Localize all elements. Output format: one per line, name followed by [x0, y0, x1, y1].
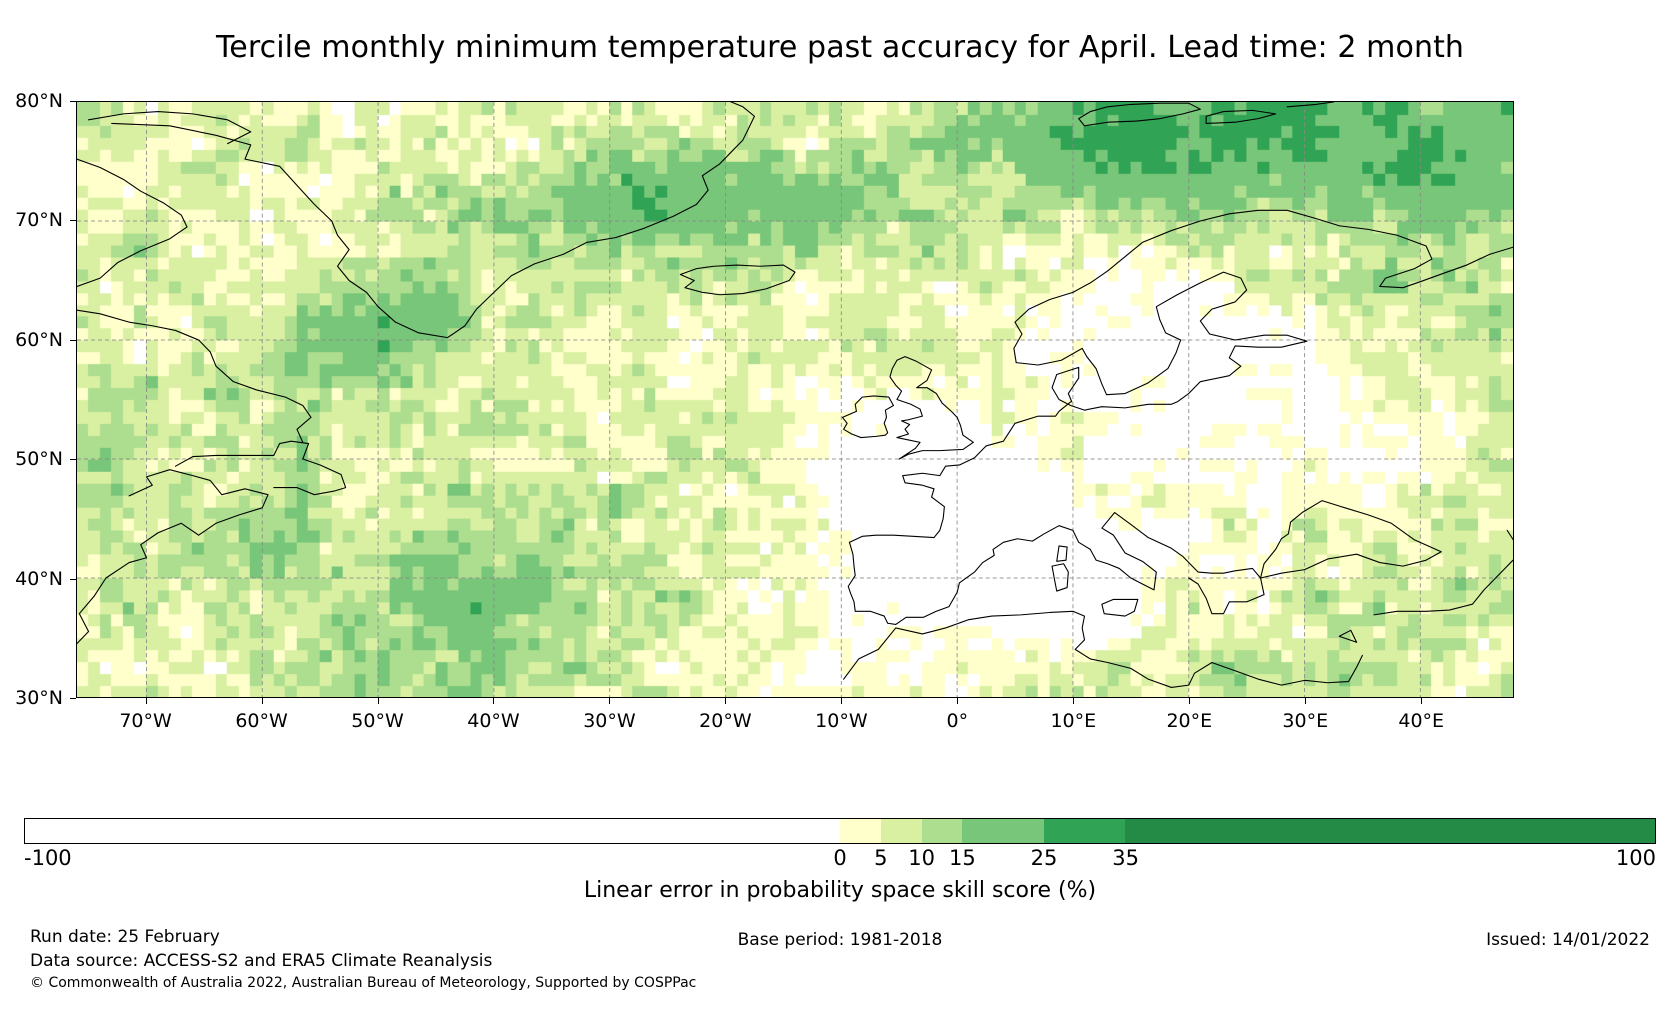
x-tick-label: 30°W — [583, 710, 636, 732]
x-tick-label: 20°W — [699, 710, 752, 732]
colorbar-tick-label: 35 — [1112, 846, 1139, 870]
x-tick-mark — [261, 698, 263, 704]
colorbar-tick-label: 15 — [949, 846, 976, 870]
y-tick-mark — [70, 459, 76, 461]
colorbar-tick-label: 5 — [874, 846, 888, 870]
x-tick-label: 10°E — [1050, 710, 1097, 732]
x-tick-mark — [145, 698, 147, 704]
colorbar-segment — [962, 819, 1044, 843]
colorbar-segment — [880, 819, 922, 843]
y-tick-mark — [70, 220, 76, 222]
x-tick-mark — [377, 698, 379, 704]
coastline-overlay — [77, 102, 1513, 688]
y-tick-label: 40°N — [15, 567, 63, 590]
graticule-grid — [77, 102, 1513, 697]
footer-base-period: Base period: 1981-2018 — [737, 930, 943, 950]
x-tick-mark — [1189, 698, 1191, 704]
footer-data-source: Data source: ACCESS-S2 and ERA5 Climate … — [30, 951, 493, 971]
colorbar-segment — [25, 819, 840, 843]
colorbar-tick-label: 25 — [1030, 846, 1058, 870]
x-tick-label: 20°E — [1166, 710, 1213, 732]
x-tick-mark — [725, 698, 727, 704]
x-tick-label: 50°W — [351, 710, 404, 732]
y-tick-label: 80°N — [15, 90, 63, 112]
footer-copyright: © Commonwealth of Australia 2022, Austra… — [30, 975, 697, 991]
y-tick-mark — [70, 578, 76, 580]
x-tick-label: 70°W — [119, 710, 172, 732]
x-tick-mark — [609, 698, 611, 704]
x-tick-label: 0° — [946, 710, 969, 732]
colorbar-tick-label: 10 — [908, 846, 935, 870]
colorbar-tick-label: 100 — [1615, 846, 1656, 870]
colorbar-segment — [921, 819, 963, 843]
skill-score-heatmap — [77, 102, 1513, 697]
colorbar-tick-label: -100 — [24, 846, 72, 870]
x-tick-mark — [1073, 698, 1075, 704]
y-tick-label: 30°N — [15, 687, 63, 709]
x-tick-mark — [957, 698, 959, 704]
map-plot-area — [76, 101, 1514, 698]
x-tick-label: 60°W — [235, 710, 288, 732]
x-tick-mark — [841, 698, 843, 704]
x-tick-mark — [493, 698, 495, 704]
colorbar-segment — [1043, 819, 1126, 843]
footer-issued-date: Issued: 14/01/2022 — [1486, 930, 1650, 950]
colorbar-tick-label: 0 — [833, 846, 847, 870]
x-tick-mark — [1421, 698, 1423, 704]
colorbar-segment — [840, 819, 881, 843]
colorbar-segment — [1125, 819, 1655, 843]
colorbar-gradient — [24, 818, 1656, 844]
y-tick-label: 50°N — [15, 448, 63, 471]
y-tick-label: 70°N — [15, 209, 63, 232]
footer-run-date: Run date: 25 February — [30, 927, 220, 947]
colorbar — [24, 818, 1656, 844]
x-tick-label: 40°E — [1398, 710, 1445, 732]
x-tick-label: 10°W — [815, 710, 868, 732]
y-tick-mark — [70, 339, 76, 341]
y-tick-mark — [70, 698, 76, 699]
y-tick-label: 60°N — [15, 328, 63, 351]
y-tick-mark — [70, 101, 76, 102]
page-title: Tercile monthly minimum temperature past… — [215, 30, 1465, 65]
x-tick-label: 40°W — [467, 710, 520, 732]
colorbar-label: Linear error in probability space skill … — [583, 878, 1097, 903]
x-tick-mark — [1305, 698, 1307, 704]
x-tick-label: 30°E — [1282, 710, 1329, 732]
